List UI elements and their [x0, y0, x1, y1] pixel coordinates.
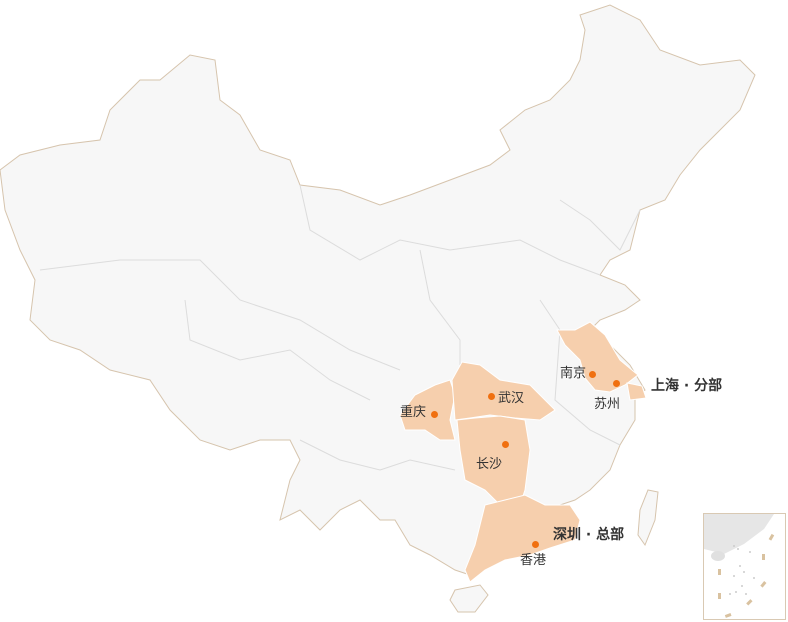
city-label-changsha: 长沙 [476, 457, 503, 472]
province-borders [39, 184, 641, 471]
taiwan-island [637, 489, 659, 547]
office-label-shenzhen: 深圳 · 总部 [553, 527, 625, 543]
region-shanghai [626, 382, 647, 401]
city-label-nanjing: 南京 [560, 366, 587, 381]
city-label-hongkong: 香港 [520, 553, 547, 568]
city-dot-changsha [502, 441, 509, 448]
region-guangdong [464, 494, 581, 583]
region-jiangsu [556, 321, 639, 393]
city-dot-chongqing [431, 411, 438, 418]
city-label-suzhou: 苏州 [594, 397, 621, 412]
office-label-shanghai: 上海 · 分部 [651, 378, 723, 394]
south-china-sea-inset [703, 513, 786, 620]
china-outline [0, 4, 756, 576]
city-dot-suzhou [613, 380, 620, 387]
city-label-chongqing: 重庆 [400, 405, 427, 420]
hainan-island [449, 584, 489, 613]
inset-map [704, 514, 775, 618]
city-dot-hongkong [532, 541, 539, 548]
city-dot-nanjing [589, 371, 596, 378]
city-dot-wuhan [488, 393, 495, 400]
region-chongqing [399, 379, 456, 441]
city-label-wuhan: 武汉 [498, 391, 525, 406]
